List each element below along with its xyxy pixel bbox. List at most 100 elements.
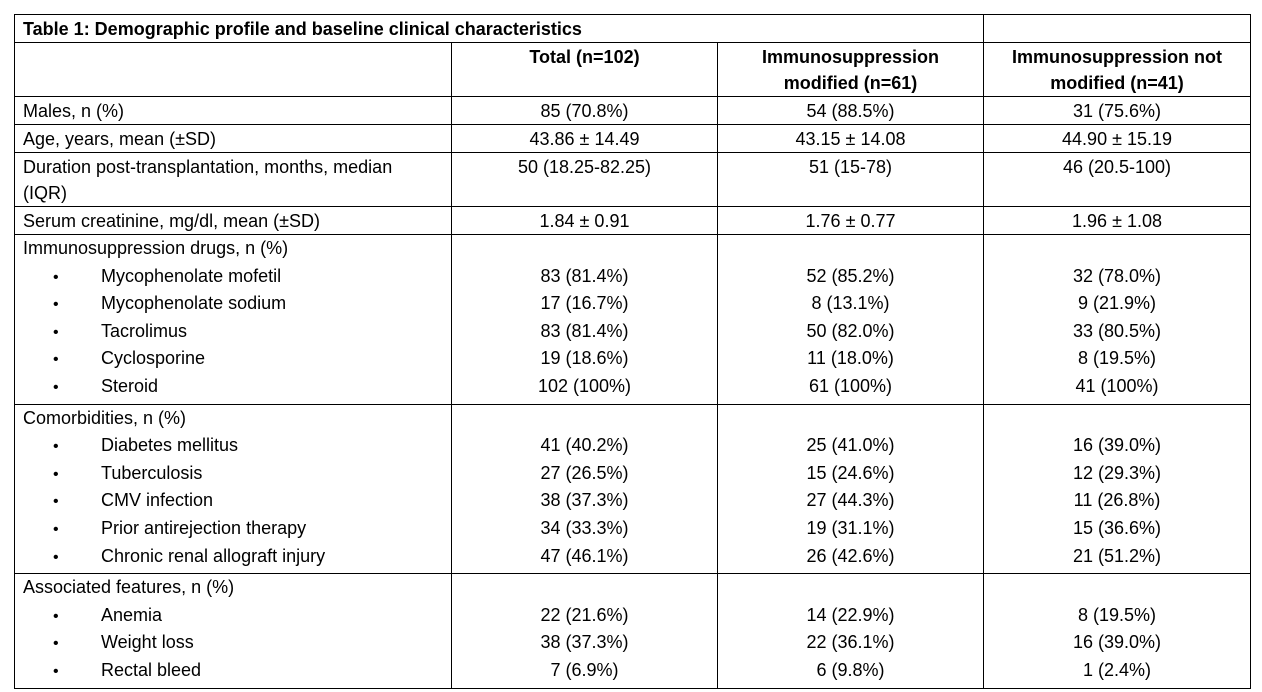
list-item: • Rectal bleed: [23, 657, 443, 685]
bullet-icon: •: [53, 351, 59, 369]
value-mod: 50 (82.0%): [806, 320, 895, 341]
header-not-modified: Immunosuppression not modified (n=41): [983, 42, 1252, 97]
table-row-creatinine: Serum creatinine, mg/dl, mean (±SD) 1.84…: [14, 206, 1252, 235]
cell-total: 22 (21.6%) 38 (37.3%) 7 (6.9%): [451, 573, 718, 689]
value-mod: 25 (41.0%): [806, 435, 895, 456]
cell-not-modified: 31 (75.6%): [983, 96, 1252, 125]
value-total: 47 (46.1%): [540, 545, 629, 566]
item-label: Diabetes mellitus: [101, 435, 239, 456]
item-label: Cyclosporine: [101, 348, 206, 369]
value-mod: 26 (42.6%): [806, 545, 895, 566]
list-item: • Diabetes mellitus: [23, 432, 443, 460]
value-total: 7 (6.9%): [550, 659, 619, 680]
cell-total: 43.86 ± 14.49: [451, 124, 718, 153]
cell-modified: 25 (41.0%) 15 (24.6%) 27 (44.3%) 19 (31.1%)…: [716, 403, 985, 575]
list-item: • Chronic renal allograft injury: [23, 543, 443, 571]
value-total: 83 (81.4%): [540, 320, 629, 341]
item-label: Tuberculosis: [101, 462, 203, 483]
bullet-icon: •: [53, 520, 59, 538]
cell-not-modified: 32 (78.0%) 9 (21.9%) 33 (80.5%) 8 (19.5%) 41…: [983, 234, 1252, 405]
group-label: Immunosuppression drugs, n (%): [23, 238, 289, 258]
list-item: • Steroid: [23, 373, 443, 401]
cell-modified: 1.76 ± 0.77: [716, 206, 985, 235]
row-label: Serum creatinine, mg/dl, mean (±SD): [14, 206, 452, 235]
cell-not-modified: 1.96 ± 1.08: [983, 206, 1252, 235]
value-total: 38 (37.3%): [540, 490, 629, 511]
list-item: • Anemia: [23, 602, 443, 630]
row-label: Age, years, mean (±SD): [14, 124, 452, 153]
list-item: • Tacrolimus: [23, 318, 443, 346]
value-mod: 11 (18.0%): [807, 348, 894, 369]
item-label: Tacrolimus: [101, 320, 188, 341]
table-row-duration: Duration post-transplantation, months, m…: [14, 152, 1252, 207]
blank-line: [460, 235, 709, 263]
cell-total: 41 (40.2%) 27 (26.5%) 38 (37.3%) 34 (33.3%)…: [451, 403, 718, 575]
cell-not-modified: 8 (19.5%) 16 (39.0%) 1 (2.4%): [983, 573, 1252, 689]
bullet-icon: •: [53, 662, 59, 680]
value-total: 34 (33.3%): [540, 517, 629, 538]
value-total: 27 (26.5%): [540, 462, 629, 483]
table-row-males: Males, n (%) 85 (70.8%) 54 (88.5%) 31 (7…: [14, 96, 1252, 125]
blank-line: [992, 235, 1242, 263]
cell-modified: 43.15 ± 14.08: [716, 124, 985, 153]
list-item: • CMV infection: [23, 487, 443, 515]
cell-not-modified: 46 (20.5-100): [983, 152, 1252, 207]
value-mod: 61 (100%): [808, 375, 893, 396]
value-total: 22 (21.6%): [540, 604, 629, 625]
value-notmod: 16 (39.0%): [1072, 632, 1162, 653]
value-total: 102 (100%): [537, 375, 632, 396]
value-notmod: 16 (39.0%): [1072, 435, 1162, 456]
value-mod: 22 (36.1%): [806, 632, 895, 653]
value-mod: 15 (24.6%): [806, 462, 895, 483]
item-label: Steroid: [101, 375, 159, 396]
value-notmod: 1 (2.4%): [1083, 659, 1152, 680]
value-notmod: 8 (19.5%): [1077, 604, 1157, 625]
value-total: 83 (81.4%): [540, 265, 629, 286]
bullet-icon: •: [53, 635, 59, 653]
item-label: Mycophenolate sodium: [101, 293, 287, 314]
group-label: Associated features, n (%): [23, 577, 235, 598]
value-notmod: 41 (100%): [1075, 375, 1159, 396]
blank-line: [726, 574, 975, 602]
table-row-group-comorbidities: Comorbidities, n (%) • Diabetes mellitus • T…: [14, 403, 1252, 575]
bullet-icon: •: [53, 323, 59, 341]
bullet-icon: •: [53, 296, 59, 314]
table-container: Table 1: Demographic profile and baselin…: [13, 14, 1252, 689]
blank-line: [726, 235, 975, 263]
blank-line: [992, 405, 1242, 433]
cell-modified: 51 (15-78): [716, 152, 985, 207]
value-notmod: 32 (78.0%): [1072, 265, 1162, 286]
item-label: Chronic renal allograft injury: [101, 545, 326, 566]
cell-total: 85 (70.8%): [451, 96, 718, 125]
value-notmod: 8 (19.5%): [1077, 348, 1157, 369]
cell-total: 1.84 ± 0.91: [451, 206, 718, 235]
list-item: • Cyclosporine: [23, 345, 443, 373]
table-title: Table 1: Demographic profile and baselin…: [13, 14, 985, 43]
item-label: CMV infection: [101, 490, 214, 511]
value-mod: 8 (13.1%): [811, 293, 890, 314]
group-label-cell: Immunosuppression drugs, n (%) • Mycopheno…: [14, 234, 452, 405]
value-notmod: 21 (51.2%): [1072, 545, 1162, 566]
list-item: • Mycophenolate mofetil: [23, 263, 443, 291]
group-label-cell: Associated features, n (%) • Anemia • Weight…: [14, 573, 452, 689]
blank-line: [460, 405, 709, 433]
value-mod: 6 (9.8%): [816, 659, 885, 680]
bullet-icon: •: [53, 548, 59, 566]
value-mod: 52 (85.2%): [806, 265, 895, 286]
bullet-icon: •: [53, 438, 59, 456]
list-item: • Weight loss: [23, 629, 443, 657]
blank-line: [460, 574, 709, 602]
cell-total: 50 (18.25-82.25): [451, 152, 718, 207]
cell-modified: 14 (22.9%) 22 (36.1%) 6 (9.8%): [716, 573, 985, 689]
cell-modified: 52 (85.2%) 8 (13.1%) 50 (82.0%) 11 (18.0%) 6…: [716, 234, 985, 405]
item-label: Anemia: [101, 604, 163, 625]
row-label: Males, n (%): [14, 96, 452, 125]
value-total: 41 (40.2%): [540, 435, 629, 456]
value-mod: 19 (31.1%): [806, 517, 895, 538]
value-notmod: 11 (26.8%): [1073, 490, 1161, 511]
value-notmod: 9 (21.9%): [1077, 293, 1157, 314]
item-label: Mycophenolate mofetil: [101, 265, 282, 286]
item-label: Weight loss: [101, 632, 194, 653]
value-total: 38 (37.3%): [540, 632, 629, 653]
header-empty-cell: [14, 42, 452, 97]
